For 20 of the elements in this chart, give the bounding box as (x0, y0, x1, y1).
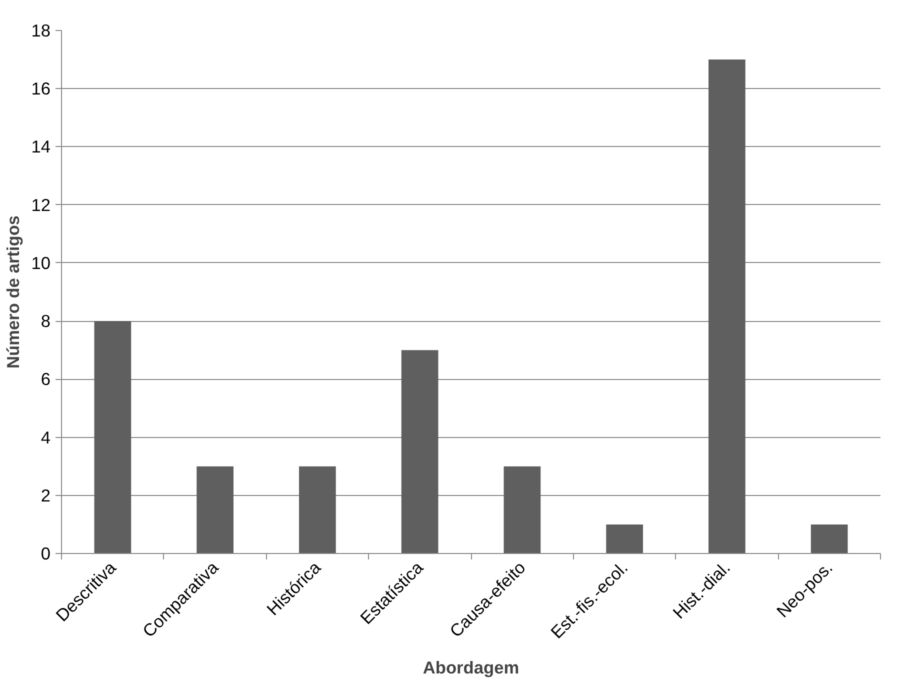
y-tick-label: 6 (40, 369, 51, 390)
bar (196, 466, 234, 554)
bar (94, 321, 132, 554)
bar (504, 466, 541, 554)
y-tick-label: 4 (40, 427, 51, 448)
y-tick-label: 2 (40, 485, 51, 506)
bar (810, 524, 848, 554)
y-tick-label: 0 (40, 544, 51, 564)
y-tick-label: 8 (40, 311, 51, 332)
x-axis-title: Abordagem (422, 657, 520, 678)
y-tick-label: 16 (31, 78, 51, 99)
bar (299, 466, 336, 554)
y-tick-label: 10 (31, 252, 51, 273)
bar (401, 350, 438, 554)
y-tick-label: 12 (31, 194, 51, 215)
bar (606, 524, 643, 554)
y-tick-label: 18 (31, 20, 51, 40)
bar (708, 60, 746, 554)
y-axis-title: Número de artigos (3, 215, 24, 369)
y-tick-label: 14 (31, 136, 51, 157)
